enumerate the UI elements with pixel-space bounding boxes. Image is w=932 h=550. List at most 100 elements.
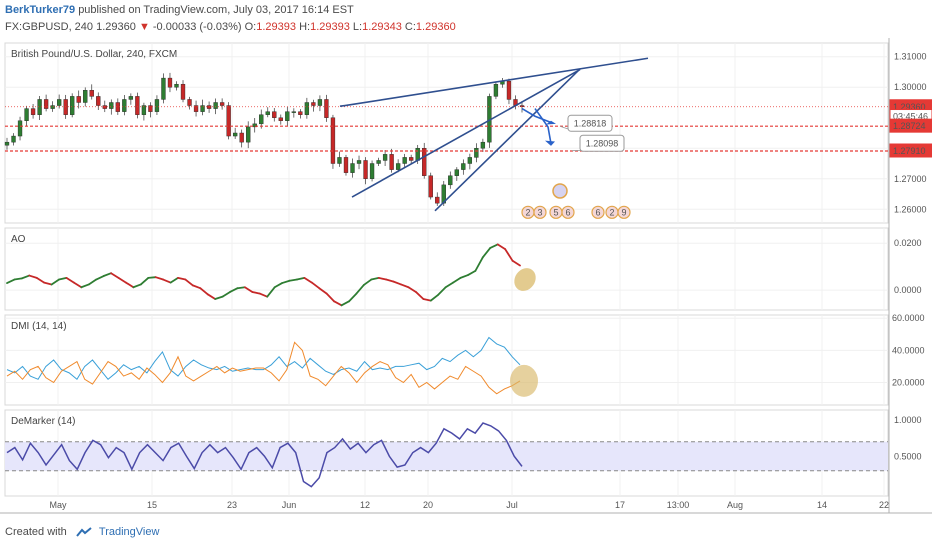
ao-segment <box>13 277 23 281</box>
ao-segment <box>407 286 417 293</box>
ao-segment <box>199 287 209 296</box>
ao-segment <box>422 298 432 302</box>
ao-segment <box>28 274 38 279</box>
arrow-head-icon <box>546 120 556 125</box>
ao-segment <box>325 292 336 303</box>
ao-segment <box>281 279 291 284</box>
candle-body <box>376 160 381 164</box>
chart-area[interactable]: May 15 23 Jun 12 20 Jul 17 13:00 Aug 14 221.310001.… <box>0 38 932 520</box>
x-tick-label: 23 <box>227 500 237 510</box>
footer: Created with TradingView <box>5 526 159 538</box>
created-with-text: Created with <box>5 526 67 538</box>
price-level-label: 03:45:46 <box>893 112 928 122</box>
x-tick-label: 15 <box>147 500 157 510</box>
y-tick-label: 20.0000 <box>892 378 925 388</box>
x-tick-label: Aug <box>727 500 743 510</box>
low-value: 1.29343 <box>362 21 402 33</box>
author-link[interactable]: BerkTurker79 <box>5 4 76 16</box>
ao-segment <box>58 277 68 281</box>
x-tick-label: Jun <box>282 500 297 510</box>
event-marker-label: 5 <box>553 207 558 217</box>
candle-body <box>200 105 205 112</box>
candle-body <box>330 117 336 164</box>
demarker-line <box>6 422 523 488</box>
symbol: FX:GBPUSD, 240 <box>5 21 94 33</box>
economic-event-icon <box>561 205 575 219</box>
candle-body <box>422 148 427 176</box>
trend-line-upper <box>344 57 649 107</box>
callout-box <box>567 114 613 132</box>
ao-segment <box>415 291 425 300</box>
ao-segment <box>169 277 179 284</box>
ao-segment <box>481 247 492 259</box>
candle-body <box>4 141 10 146</box>
published-text: published on TradingView.com, July 03, 2… <box>78 4 354 16</box>
economic-event-icon <box>591 205 605 219</box>
ao-segment <box>177 277 187 281</box>
ao-segment <box>95 275 105 281</box>
ao-segment <box>73 281 83 289</box>
x-tick-label: 22 <box>879 500 889 510</box>
candle-body <box>187 99 192 106</box>
ao-segment <box>362 278 373 286</box>
candle-body <box>174 83 179 88</box>
event-marker-label: 6 <box>565 207 570 217</box>
candle-body <box>298 111 303 115</box>
candle-body <box>128 96 134 100</box>
candle-body <box>109 102 114 109</box>
economic-event-icon <box>533 205 547 219</box>
candle-body <box>213 102 218 109</box>
candle-body <box>43 99 49 109</box>
candle-body <box>30 108 36 115</box>
y-tick-label: 1.26000 <box>894 204 927 214</box>
pane-title: British Pound/U.S. Dollar, 240, FXCM <box>11 49 177 60</box>
candle-body <box>96 96 101 106</box>
tradingview-brand[interactable]: TradingView <box>98 526 160 538</box>
ao-segment <box>496 243 507 250</box>
candle-body <box>246 126 251 143</box>
pane-title: AO <box>11 234 26 245</box>
candle-body <box>70 96 75 115</box>
ao-segment <box>296 277 306 281</box>
candle-body <box>461 163 466 170</box>
open-label: O: <box>244 21 257 33</box>
candle-body <box>291 111 296 113</box>
candle-body <box>11 135 16 143</box>
ao-segment <box>444 281 454 289</box>
ao-segment <box>385 278 395 283</box>
candle-body <box>415 148 420 161</box>
candle-body <box>265 111 270 115</box>
candle-body <box>402 157 407 164</box>
candle-body <box>24 108 29 121</box>
candle-body <box>193 105 199 112</box>
event-marker-label: 9 <box>621 207 626 217</box>
candle-body <box>474 148 479 158</box>
dmi-series-line <box>6 336 521 381</box>
pane-title: DMI (14, 14) <box>11 321 67 332</box>
ao-segment <box>50 278 60 286</box>
ao-segment <box>288 278 298 282</box>
ao-segment <box>392 280 402 286</box>
projection-arrow-2 <box>534 108 552 144</box>
high-value: 1.29393 <box>310 21 350 33</box>
ao-segment <box>452 277 462 284</box>
candle-body <box>382 154 388 161</box>
ao-segment <box>35 277 46 284</box>
candle-body <box>363 160 368 179</box>
down-arrow-icon: ▼ <box>138 21 150 33</box>
ao-segment <box>214 295 224 300</box>
candle-body <box>285 111 290 121</box>
candle-body <box>50 105 55 109</box>
event-marker-label: 3 <box>537 207 542 217</box>
callout-label: 1.28818 <box>574 118 607 128</box>
price-level-tag <box>889 143 932 158</box>
candle-body <box>76 96 81 103</box>
candle-body <box>428 175 433 198</box>
candle-body <box>448 175 453 186</box>
ao-segment <box>437 286 447 296</box>
event-marker-label: 6 <box>595 207 600 217</box>
candle-body <box>167 77 173 88</box>
pane-title: DeMarker (14) <box>11 416 75 427</box>
ao-segment <box>80 283 90 289</box>
candle-body <box>239 132 244 143</box>
